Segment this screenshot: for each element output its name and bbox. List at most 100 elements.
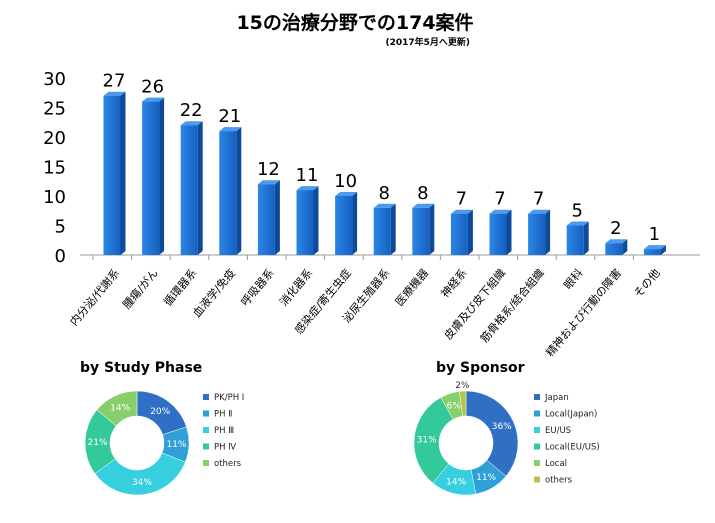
bar-value-label: 11 — [296, 165, 319, 186]
legend-swatch — [534, 443, 540, 450]
bar-value-label: 12 — [257, 159, 280, 180]
y-tick-label: 5 — [55, 217, 66, 238]
y-tick-label: 25 — [43, 99, 66, 120]
legend-label: PH Ⅳ — [214, 443, 236, 453]
bar-side — [390, 203, 396, 255]
bar-value-label: 7 — [456, 189, 467, 210]
bar-side — [622, 239, 628, 255]
bar-side — [583, 221, 589, 255]
bar-top — [257, 180, 280, 185]
y-tick-label: 0 — [55, 246, 66, 267]
bar — [643, 249, 661, 255]
bar — [412, 207, 430, 255]
legend-swatch — [534, 427, 540, 433]
x-category-label: 内分泌/代謝系 — [67, 266, 123, 328]
legend-label: PH Ⅲ — [214, 426, 234, 436]
slice-value-label: 34% — [132, 478, 152, 488]
legend-label: Local(EU/US) — [545, 443, 600, 453]
legend-swatch — [534, 410, 540, 417]
bar — [605, 243, 623, 255]
legend-label: PH Ⅱ — [214, 410, 232, 420]
bar-side — [352, 192, 358, 255]
y-tick-label: 15 — [43, 158, 66, 179]
slice-value-label: 14% — [110, 403, 130, 413]
bar-side — [236, 127, 242, 255]
bar-side — [159, 97, 165, 255]
bar-side — [506, 209, 512, 255]
bar-value-label: 10 — [334, 171, 357, 192]
y-tick-label: 10 — [43, 187, 66, 208]
bar-top — [180, 121, 203, 126]
slice-value-label: 31% — [417, 435, 437, 445]
bar-top — [489, 209, 512, 214]
bar-side — [120, 91, 126, 255]
donut-slice — [94, 452, 186, 496]
bar-top — [335, 192, 358, 196]
legend-swatch — [534, 476, 540, 483]
legend-label: others — [214, 459, 242, 469]
bar — [335, 196, 353, 255]
donut-slice — [465, 390, 519, 477]
legend-swatch — [203, 394, 209, 400]
legend-label: Japan — [544, 393, 569, 403]
phase-chart-title: by Study Phase — [80, 360, 202, 376]
legend-swatch — [203, 460, 209, 466]
bar — [257, 184, 275, 255]
donut-slice — [459, 390, 467, 417]
bar-side — [313, 186, 319, 255]
legend-swatch — [203, 443, 209, 450]
x-category-label: 腫瘍/がん — [120, 266, 161, 312]
bar — [373, 207, 391, 255]
bar-value-label: 22 — [180, 100, 203, 121]
bar — [566, 225, 584, 255]
bar-top — [605, 239, 628, 244]
bar-value-label: 8 — [378, 183, 389, 204]
legend-swatch — [534, 460, 540, 466]
legend-label: EU/US — [545, 426, 571, 436]
bar-side — [467, 209, 473, 255]
bar-top — [296, 186, 319, 191]
legend-label: PK/PH Ⅰ — [214, 393, 244, 403]
bar — [180, 125, 198, 255]
bar-value-label: 7 — [533, 189, 544, 210]
bar-value-label: 21 — [218, 106, 241, 127]
x-category-label: 神経系 — [438, 266, 470, 300]
bar-value-label: 7 — [494, 189, 505, 210]
slice-value-label: 14% — [446, 477, 466, 487]
bar-value-label: 26 — [141, 77, 164, 98]
bar-side — [274, 180, 280, 255]
slice-value-label: 21% — [88, 438, 108, 448]
bar-top — [566, 221, 589, 226]
bar — [142, 101, 160, 255]
bar-value-label: 27 — [103, 71, 126, 92]
bar-top — [142, 97, 165, 102]
bar-top — [412, 203, 435, 208]
legend-label: Local(Japan) — [545, 410, 597, 420]
bar-side — [429, 203, 435, 255]
bar — [489, 213, 507, 255]
bar-top — [450, 209, 473, 214]
bar-value-label: 1 — [649, 224, 660, 245]
slice-value-label: 11% — [166, 440, 186, 450]
bar-side — [660, 245, 666, 255]
bar-value-label: 2 — [610, 218, 621, 239]
slice-value-label: 6% — [447, 401, 462, 411]
bar — [450, 213, 468, 255]
bar-side — [545, 209, 551, 255]
slice-value-label: 36% — [492, 422, 512, 432]
x-category-label: 循環器系 — [161, 267, 199, 309]
x-category-label: 精神および行動の障害 — [543, 266, 624, 359]
slice-value-label: 2% — [455, 381, 470, 391]
x-category-label: その他 — [632, 267, 663, 301]
y-tick-label: 30 — [43, 69, 66, 90]
bar-top — [528, 209, 551, 214]
bar-side — [197, 121, 203, 255]
bar-chart-title: 15の治療分野での174案件 — [236, 11, 473, 34]
sponsor-chart-title: by Sponsor — [436, 360, 525, 376]
bar — [528, 213, 546, 255]
bar — [296, 190, 314, 255]
bar-top — [103, 91, 126, 96]
bar-value-label: 8 — [417, 183, 428, 204]
donut-slice — [96, 390, 138, 427]
